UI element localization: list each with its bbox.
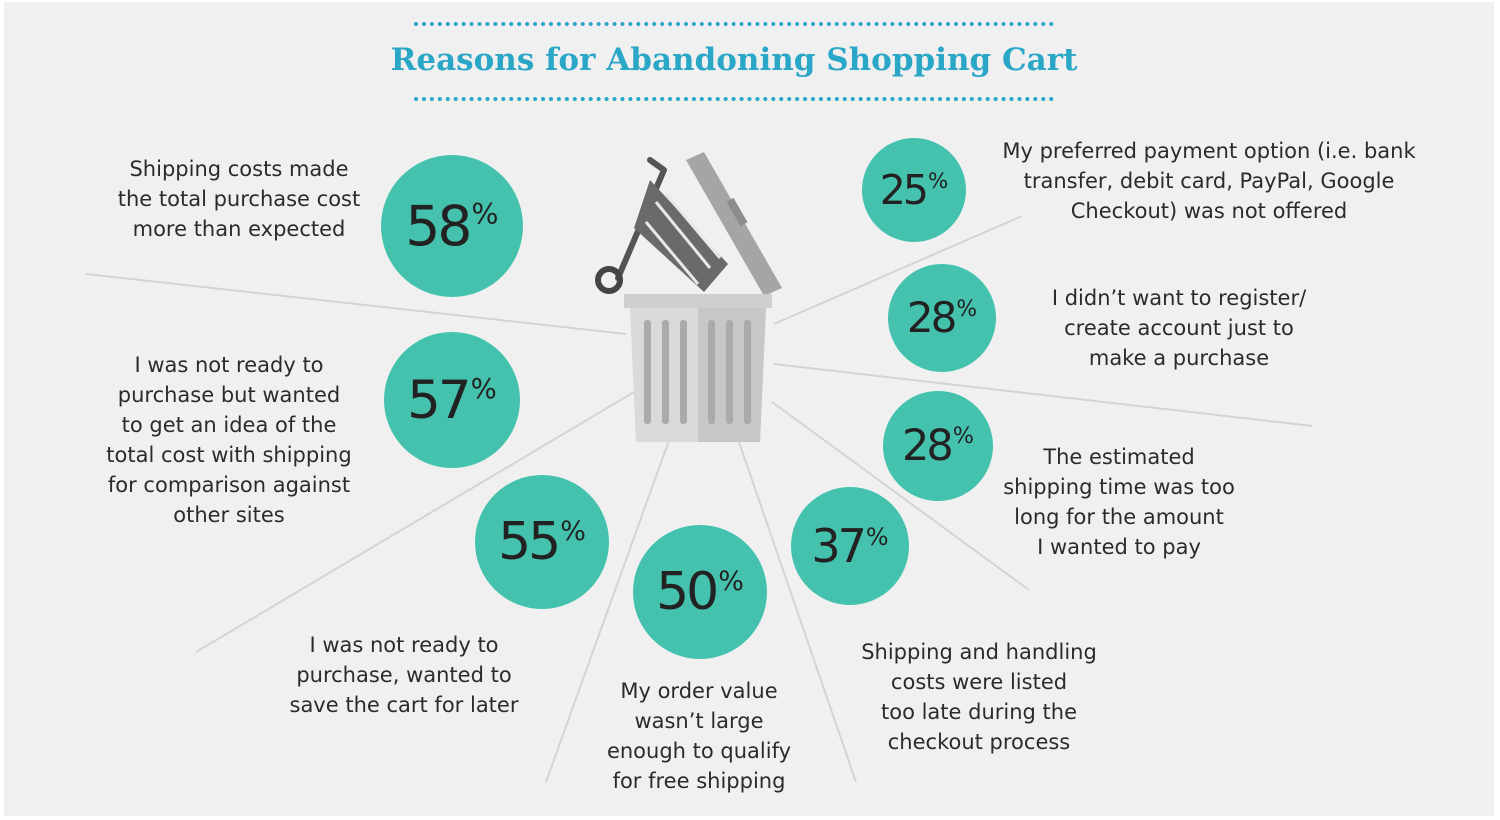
reason-label: I was not ready to purchase, wanted to s…: [289, 633, 519, 717]
reason-label: Shipping and handling costs were listed …: [861, 640, 1097, 754]
percent-bubble: 50%: [633, 525, 767, 659]
percent-value: 25%: [879, 165, 949, 214]
reason-label: The estimated shipping time was too long…: [1003, 445, 1235, 559]
connector-line: [773, 215, 1023, 325]
percent-value: 37%: [811, 519, 889, 573]
chart-title: Reasons for Abandoning Shopping Cart: [390, 42, 1078, 78]
percent-value: 58%: [405, 193, 499, 258]
connector-line: [738, 441, 857, 783]
percent-sign: %: [718, 565, 744, 597]
percent-value: 50%: [656, 562, 744, 622]
title-top-rule: [414, 22, 1054, 26]
percent-bubble: 37%: [791, 487, 909, 605]
reason-label: I didn’t want to register/ create accoun…: [1051, 286, 1307, 370]
percent-value: 28%: [906, 293, 978, 342]
percent-value: 28%: [902, 420, 974, 471]
connector-line: [195, 391, 635, 653]
trash-can-with-shopping-cart-icon: [595, 152, 782, 442]
percent-value: 55%: [498, 512, 586, 572]
percent-bubble: 28%: [883, 391, 993, 501]
percent-sign: %: [865, 522, 889, 551]
percent-sign: %: [956, 297, 978, 323]
percent-sign: %: [471, 196, 499, 231]
percent-sign: %: [952, 423, 974, 450]
percent-bubble: 55%: [475, 475, 609, 609]
connector-lines: [85, 152, 1313, 783]
percent-value: 57%: [407, 369, 497, 431]
infographic: Reasons for Abandoning Shopping Cart: [4, 2, 1494, 816]
connector-line: [545, 431, 673, 783]
percent-bubble: 58%: [381, 155, 523, 297]
percent-bubble: 28%: [888, 264, 996, 372]
reason-label: My order value wasn’t large enough to qu…: [606, 679, 792, 793]
connector-line: [85, 273, 627, 335]
percent-bubble: 57%: [384, 332, 520, 468]
percent-sign: %: [927, 169, 949, 195]
reason-label: Shipping costs made the total purchase c…: [117, 157, 361, 241]
reason-label: I was not ready to purchase but wanted t…: [106, 353, 352, 527]
percent-bubble: 25%: [862, 138, 966, 242]
title-bottom-rule: [414, 97, 1054, 101]
reason-label: My preferred payment option (i.e. bank t…: [1002, 139, 1416, 223]
percent-sign: %: [560, 515, 586, 547]
connector-line: [771, 401, 1030, 591]
percent-sign: %: [470, 372, 497, 405]
connector-line: [773, 363, 1313, 427]
